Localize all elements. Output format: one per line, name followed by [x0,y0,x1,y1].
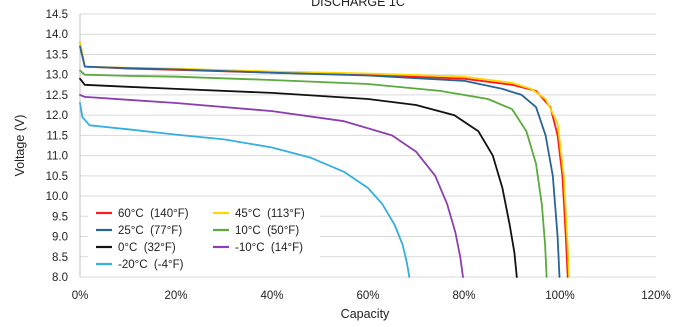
y-axis-label: Voltage (V) [13,115,27,177]
series-line-5 [79,94,464,278]
x-tick-label: 120% [641,290,670,302]
chart-title: DISCHARGE 1C [311,0,405,9]
x-axis-label: Capacity [341,307,390,321]
legend-label: 60°C (140°F) [118,208,189,220]
legend-label: -10°C (14°F) [235,242,303,254]
y-tick-label: 11.5 [46,130,68,142]
y-tick-label: 12.0 [46,110,68,122]
y-tick-label: 14.5 [46,9,68,21]
x-tick-label: 0% [72,290,89,302]
y-tick-label: 14.0 [46,29,68,41]
y-tick-label: 11.0 [46,151,68,163]
y-tick-label: 9.0 [52,232,68,244]
y-tick-label: 8.0 [52,272,68,284]
series-line-3 [79,69,548,278]
legend-label: 45°C (113°F) [235,208,305,220]
legend-label: -20°C (-4°F) [118,259,184,271]
x-tick-label: 60% [356,290,379,302]
series-line-6 [79,102,411,278]
series-line-4 [79,77,518,278]
x-tick-label: 100% [545,290,574,302]
legend-background [88,200,320,276]
legend-label: 25°C (77°F) [118,225,182,237]
y-tick-label: 10.0 [46,191,68,203]
x-tick-label: 20% [164,290,187,302]
y-tick-label: 13.5 [46,49,68,61]
x-tick-label: 80% [452,290,475,302]
x-axis-ticks: 0% 20% 40% 60% 80% 100% 120% [72,290,671,302]
y-tick-label: 8.5 [52,252,68,264]
legend-label: 0°C (32°F) [118,242,176,254]
series-layer [79,41,570,278]
y-tick-label: 10.5 [46,171,68,183]
y-tick-label: 9.5 [52,211,68,223]
grid-layer [79,13,656,278]
y-tick-label: 13.0 [46,70,68,82]
legend: 60°C (140°F) 45°C (113°F) 25°C (77°F) 10°C … [88,200,320,276]
legend-label: 10°C (50°F) [235,225,299,237]
y-axis-ticks: 8.0 8.5 9.0 9.5 10.0 10.5 11.0 11.5 12.0 12.5 13.0… [46,9,68,284]
x-tick-label: 40% [260,290,283,302]
y-tick-label: 12.5 [46,90,68,102]
series-line-2 [79,45,561,278]
